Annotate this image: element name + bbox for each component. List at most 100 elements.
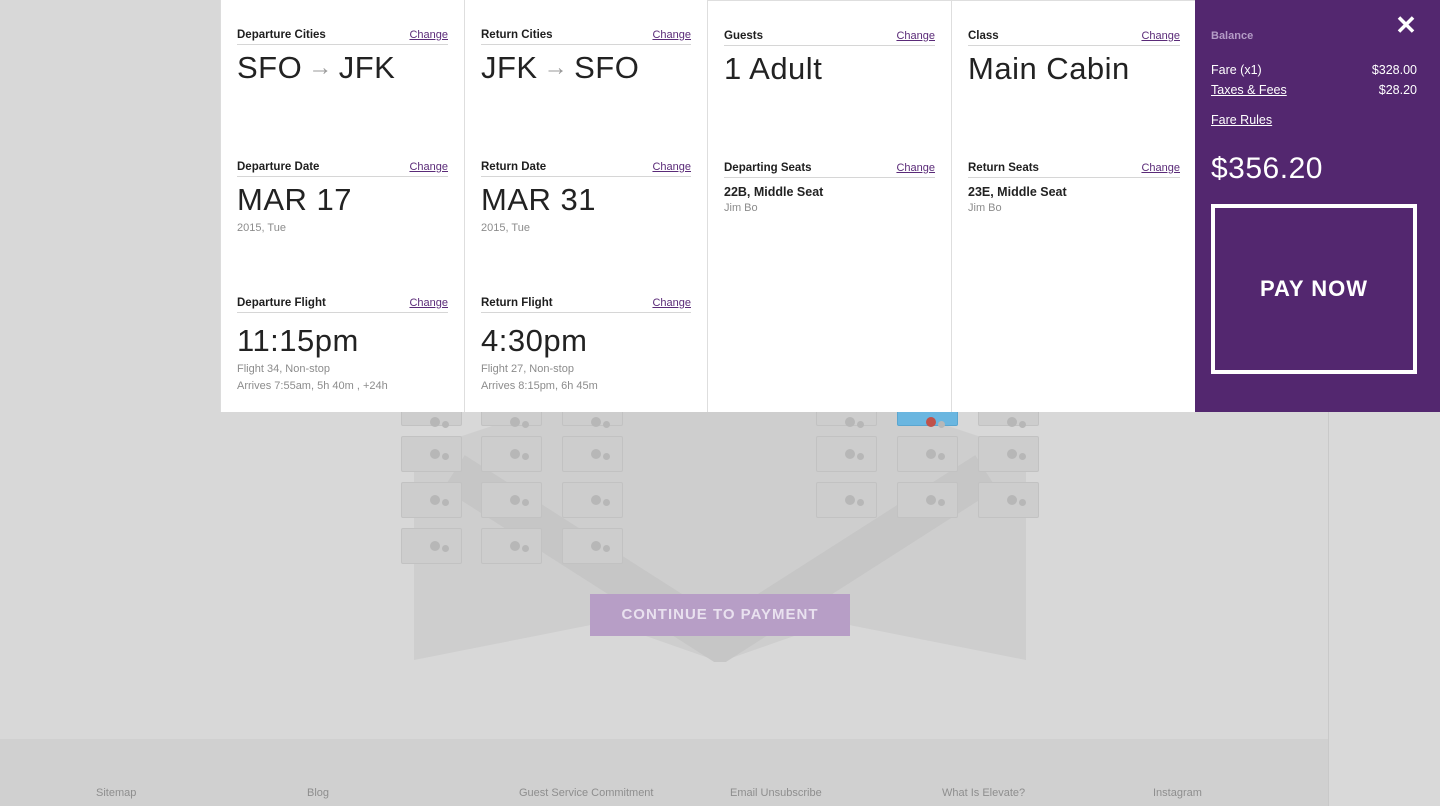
seat-value: 23E, Middle Seat (968, 185, 1067, 199)
seat[interactable] (897, 482, 958, 518)
departure-date-section: Departure Date Change MAR 17 2015, Tue (237, 161, 448, 234)
seat[interactable] (978, 436, 1039, 472)
seat-value: 22B, Middle Seat (724, 185, 824, 199)
seat[interactable] (401, 528, 462, 564)
footer: Sitemap Blog Guest Service Commitment Em… (0, 739, 1328, 806)
change-guests-link[interactable]: Change (896, 30, 935, 42)
section-title: Return Cities (481, 29, 553, 41)
pay-now-button[interactable]: PAY NOW (1211, 204, 1417, 374)
flight-arrival: Arrives 8:15pm, 6h 45m (481, 380, 598, 392)
section-header: Return Flight Change (481, 297, 691, 313)
seat[interactable] (897, 436, 958, 472)
section-header: Departing Seats Change (724, 162, 935, 178)
flight-arrival: Arrives 7:55am, 5h 40m , +24h (237, 380, 388, 392)
footer-link-elevate[interactable]: What Is Elevate? (942, 787, 1026, 799)
flight-info: Flight 34, Non-stop (237, 363, 330, 375)
departure-cities-section: Departure Cities Change SFO → JFK (237, 29, 448, 86)
return-flight-section: Return Flight Change 4:30pm Flight 27, N… (481, 297, 691, 392)
passenger-name: Jim Bo (968, 202, 1002, 214)
fare-rules-link[interactable]: Fare Rules (1211, 113, 1273, 127)
class-column: Class Change Main Cabin Return Seats Cha… (952, 0, 1196, 412)
balance-panel: ✕ Balance Fare (x1) $328.00 Taxes & Fees… (1195, 0, 1440, 412)
section-header: Guests Change (724, 30, 935, 46)
guests-column: Guests Change 1 Adult Departing Seats Ch… (708, 0, 952, 412)
section-title: Return Seats (968, 162, 1039, 174)
origin-code: JFK (481, 50, 538, 85)
flight-time: 4:30pm (481, 323, 588, 358)
section-header: Return Date Change (481, 161, 691, 177)
section-title: Departing Seats (724, 162, 812, 174)
fare-label: Fare (x1) (1211, 63, 1262, 77)
change-return-flight-link[interactable]: Change (652, 297, 691, 309)
change-class-link[interactable]: Change (1141, 30, 1180, 42)
section-title: Guests (724, 30, 763, 42)
flight-time: 11:15pm (237, 323, 359, 358)
seat[interactable] (816, 436, 877, 472)
class-section: Class Change Main Cabin (968, 30, 1180, 87)
route-display: SFO → JFK (237, 50, 448, 86)
section-title: Class (968, 30, 999, 42)
date-subtext: 2015, Tue (237, 222, 286, 234)
section-header: Departure Cities Change (237, 29, 448, 45)
section-header: Return Cities Change (481, 29, 691, 45)
change-departing-seats-link[interactable]: Change (896, 162, 935, 174)
seat[interactable] (978, 482, 1039, 518)
section-title: Departure Date (237, 161, 320, 173)
change-return-cities-link[interactable]: Change (652, 29, 691, 41)
date-value: MAR 17 (237, 182, 352, 217)
taxes-value: $28.20 (1378, 83, 1417, 97)
close-icon[interactable]: ✕ (1395, 10, 1417, 40)
flight-info: Flight 27, Non-stop (481, 363, 574, 375)
guests-section: Guests Change 1 Adult (724, 30, 935, 87)
footer-link-instagram[interactable]: Instagram (1153, 787, 1202, 799)
departing-seats-section: Departing Seats Change 22B, Middle Seat … (724, 162, 935, 214)
continue-to-payment-button[interactable]: CONTINUE TO PAYMENT (590, 594, 850, 636)
section-title: Departure Flight (237, 297, 326, 309)
section-header: Class Change (968, 30, 1180, 46)
footer-link-sitemap[interactable]: Sitemap (96, 787, 137, 799)
seat[interactable] (401, 482, 462, 518)
total-price: $356.20 (1211, 152, 1323, 185)
fare-row: Fare (x1) $328.00 (1211, 63, 1417, 77)
seat[interactable] (562, 482, 623, 518)
section-title: Return Flight (481, 297, 553, 309)
date-subtext: 2015, Tue (481, 222, 530, 234)
trip-summary-panel: Departure Cities Change SFO → JFK Departur… (220, 0, 1196, 412)
footer-link-email-unsubscribe[interactable]: Email Unsubscribe (730, 787, 822, 799)
seat[interactable] (816, 482, 877, 518)
seat[interactable] (401, 436, 462, 472)
return-seats-section: Return Seats Change 23E, Middle Seat Jim… (968, 162, 1180, 214)
seat[interactable] (481, 528, 542, 564)
change-return-date-link[interactable]: Change (652, 161, 691, 173)
return-date-section: Return Date Change MAR 31 2015, Tue (481, 161, 691, 234)
seat[interactable] (562, 436, 623, 472)
arrow-right-icon: → (308, 54, 333, 81)
section-header: Departure Date Change (237, 161, 448, 177)
class-value: Main Cabin (968, 51, 1130, 86)
change-departure-cities-link[interactable]: Change (409, 29, 448, 41)
departure-column: Departure Cities Change SFO → JFK Departur… (221, 0, 465, 412)
change-departure-date-link[interactable]: Change (409, 161, 448, 173)
footer-link-guest-service[interactable]: Guest Service Commitment (519, 787, 654, 799)
seat[interactable] (562, 528, 623, 564)
plane-silhouette (414, 412, 1026, 662)
section-title: Departure Cities (237, 29, 326, 41)
guests-value: 1 Adult (724, 51, 823, 86)
change-departure-flight-link[interactable]: Change (409, 297, 448, 309)
section-header: Return Seats Change (968, 162, 1180, 178)
footer-link-blog[interactable]: Blog (307, 787, 330, 799)
change-return-seats-link[interactable]: Change (1141, 162, 1180, 174)
taxes-fees-link[interactable]: Taxes & Fees (1211, 83, 1287, 97)
return-column: Return Cities Change JFK → SFO Return Date… (465, 0, 708, 412)
seat[interactable] (481, 482, 542, 518)
route-display: JFK → SFO (481, 50, 691, 86)
return-cities-section: Return Cities Change JFK → SFO (481, 29, 691, 86)
departure-flight-section: Departure Flight Change 11:15pm Flight 3… (237, 297, 448, 392)
destination-code: SFO (574, 50, 640, 85)
seat[interactable] (481, 436, 542, 472)
section-header: Departure Flight Change (237, 297, 448, 313)
date-value: MAR 31 (481, 182, 596, 217)
arrow-right-icon: → (543, 54, 569, 81)
destination-code: JFK (338, 50, 396, 85)
origin-code: SFO (237, 50, 303, 85)
